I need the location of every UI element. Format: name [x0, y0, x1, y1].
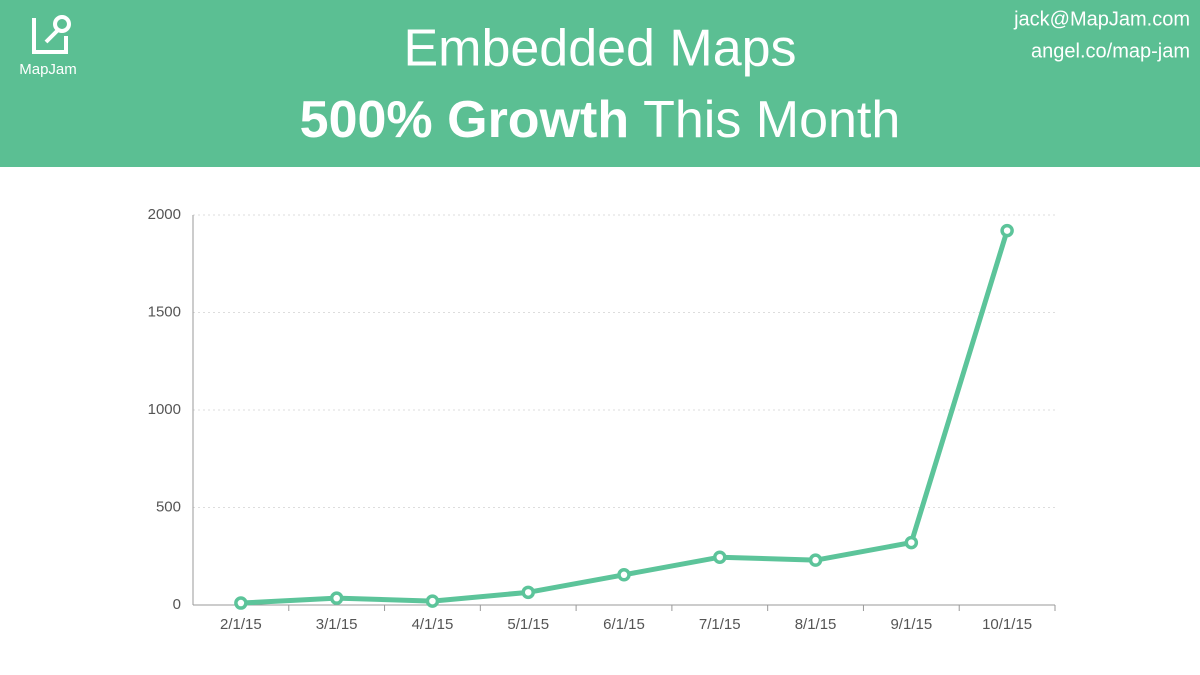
point	[329, 591, 344, 605]
email: jack@MapJam.com	[1013, 8, 1190, 30]
point	[617, 568, 631, 582]
x-tick-label: 9/1/15	[890, 616, 932, 633]
x-tick-label: 4/1/15	[412, 616, 454, 633]
x-tick-label: 7/1/15	[699, 616, 741, 633]
point	[808, 553, 823, 567]
title-bold: 500% Growth	[300, 91, 629, 149]
title-line2: 500% Growth This Month	[300, 91, 901, 149]
x-tick-label: 5/1/15	[507, 616, 549, 633]
title-line1: Embedded Maps	[403, 20, 796, 78]
website: angel.co/map-jam	[1031, 40, 1190, 62]
point	[425, 594, 440, 608]
point	[234, 596, 248, 610]
y-tick-label: 2000	[148, 206, 181, 223]
point	[904, 535, 919, 550]
x-tick-label: 8/1/15	[795, 616, 837, 633]
y-tick-label: 0	[173, 596, 181, 613]
point	[713, 550, 727, 564]
x-tick-label: 3/1/15	[316, 616, 358, 633]
y-tick-label: 500	[156, 498, 181, 515]
header-background	[0, 0, 1200, 167]
y-tick-label: 1500	[148, 303, 181, 320]
y-tick-label: 1000	[148, 401, 181, 418]
logo-text: MapJam	[19, 61, 77, 78]
x-tick-label: 6/1/15	[603, 616, 645, 633]
logo-icon	[32, 15, 71, 54]
line	[240, 229, 1010, 606]
x-tick-label: 10/1/15	[982, 616, 1032, 633]
point	[521, 585, 535, 600]
x-tick-label: 2/1/15	[220, 616, 262, 633]
point	[1000, 223, 1014, 238]
title-rest: This Month	[643, 91, 900, 149]
